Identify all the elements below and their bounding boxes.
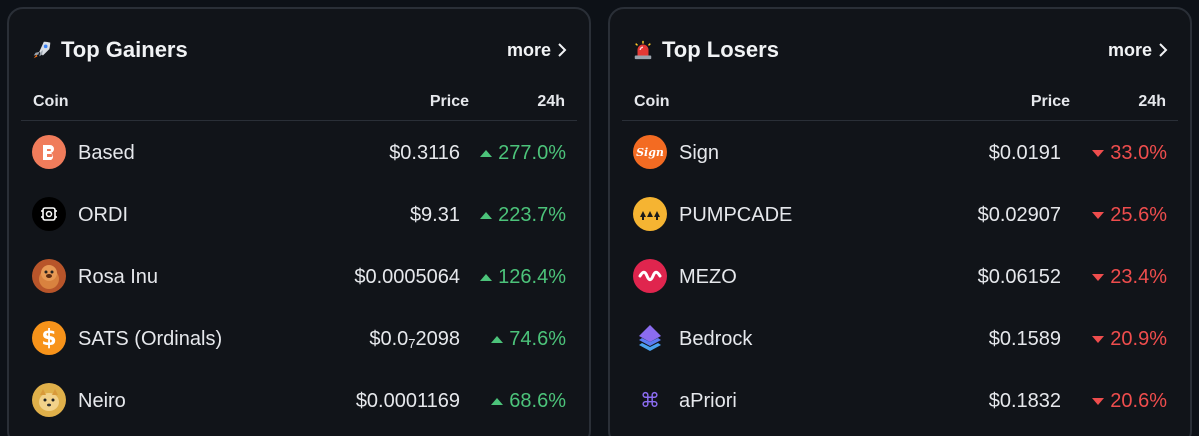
- more-label: more: [506, 39, 551, 60]
- coin-price: $9.31: [409, 204, 460, 226]
- apriori-logo-icon: ⌘: [640, 388, 660, 412]
- coin-price: $0.0005064: [354, 266, 460, 288]
- coin-price: $0.1589: [988, 328, 1061, 350]
- coin-change: 20.6%: [1092, 390, 1167, 413]
- more-label: more: [1107, 39, 1152, 60]
- table-row[interactable]: MEZO $0.06152 23.4%: [622, 246, 1178, 308]
- coin-price: $0.072098: [369, 328, 460, 351]
- coin-price: $0.1832: [988, 390, 1061, 412]
- triangle-up-icon: [491, 398, 504, 405]
- triangle-down-icon: [1092, 274, 1105, 281]
- card-title: Top Gainers: [31, 37, 188, 63]
- based-logo-icon: [32, 135, 66, 169]
- coin-name: Bedrock: [679, 328, 753, 350]
- bedrock-logo-icon: [633, 321, 667, 355]
- table-row[interactable]: Sign Sign $0.0191 33.0%: [622, 122, 1178, 184]
- losers-list: Sign Sign $0.0191 33.0% PUMPCADE $0.0290…: [622, 122, 1178, 432]
- coin-price: $0.0191: [988, 142, 1061, 164]
- coin-change: 74.6%: [491, 328, 566, 351]
- column-price[interactable]: Price: [429, 93, 469, 110]
- chevron-right-icon: [558, 43, 567, 57]
- table-row[interactable]: Based $0.3116 277.0%: [21, 122, 577, 184]
- triangle-up-icon: [480, 150, 493, 157]
- table-row[interactable]: PUMPCADE $0.02907 25.6%: [622, 184, 1178, 246]
- coin-name: SATS (Ordinals): [78, 328, 223, 350]
- coin-change: 23.4%: [1092, 266, 1167, 289]
- coin-name: Neiro: [78, 390, 126, 412]
- card-header: Top Gainers more: [9, 9, 589, 91]
- card-title-text: Top Gainers: [61, 37, 188, 62]
- gainers-more-link[interactable]: more: [507, 40, 567, 61]
- chevron-right-icon: [1159, 43, 1168, 57]
- pumpcade-logo-icon: [633, 197, 667, 231]
- coin-name: Based: [78, 142, 135, 164]
- coin-change: 68.6%: [491, 390, 566, 413]
- table-row[interactable]: Bedrock $0.1589 20.9%: [622, 308, 1178, 370]
- coin-change: 25.6%: [1092, 204, 1167, 227]
- coin-price: $0.3116: [389, 142, 460, 164]
- triangle-down-icon: [1092, 336, 1105, 343]
- column-24h[interactable]: 24h: [537, 93, 565, 110]
- table-row[interactable]: ORDI $9.31 223.7%: [21, 184, 577, 246]
- triangle-down-icon: [1092, 212, 1105, 219]
- table-row[interactable]: $ SATS (Ordinals) $0.072098 74.6%: [21, 308, 577, 370]
- table-header: Coin Price 24h: [21, 89, 577, 121]
- column-24h[interactable]: 24h: [1138, 93, 1166, 110]
- column-coin[interactable]: Coin: [634, 93, 670, 110]
- coin-name: PUMPCADE: [679, 204, 793, 226]
- column-price[interactable]: Price: [1030, 93, 1070, 110]
- triangle-down-icon: [1092, 150, 1105, 157]
- coin-change: 33.0%: [1092, 142, 1167, 165]
- coin-price: $0.0001169: [355, 390, 460, 412]
- coin-change: 223.7%: [480, 204, 566, 227]
- losers-more-link[interactable]: more: [1108, 40, 1168, 61]
- triangle-down-icon: [1092, 398, 1105, 405]
- column-coin[interactable]: Coin: [33, 93, 69, 110]
- neiro-logo-icon: [32, 383, 66, 417]
- table-row[interactable]: Neiro $0.0001169 68.6%: [21, 370, 577, 432]
- coin-change: 277.0%: [480, 142, 566, 165]
- table-header: Coin Price 24h: [622, 89, 1178, 121]
- sign-logo-icon: Sign: [633, 135, 667, 169]
- rosa-inu-logo-icon: [32, 259, 66, 293]
- card-header: Top Losers more: [610, 9, 1190, 91]
- top-losers-card: Top Losers more Coin Price 24h Sign Sign…: [608, 7, 1192, 436]
- triangle-up-icon: [491, 336, 504, 343]
- table-row[interactable]: ⌘ aPriori $0.1832 20.6%: [622, 370, 1178, 432]
- triangle-up-icon: [480, 274, 493, 281]
- coin-name: Sign: [679, 142, 720, 164]
- triangle-up-icon: [480, 212, 493, 219]
- coin-price: $0.06152: [977, 266, 1061, 288]
- coin-change: 20.9%: [1092, 328, 1167, 351]
- coin-name: ORDI: [78, 204, 128, 226]
- siren-icon: [634, 40, 652, 60]
- coin-name: Rosa Inu: [78, 266, 159, 288]
- coin-price: $0.02907: [977, 204, 1061, 226]
- mezo-logo-icon: [633, 259, 667, 293]
- top-gainers-card: Top Gainers more Coin Price 24h Based $0…: [7, 7, 591, 436]
- gainers-list: Based $0.3116 277.0% ORDI $9.31 223.7% R…: [21, 122, 577, 432]
- coin-change: 126.4%: [480, 266, 566, 289]
- coin-name: aPriori: [679, 390, 737, 412]
- rocket-icon: [33, 41, 51, 59]
- table-row[interactable]: Rosa Inu $0.0005064 126.4%: [21, 246, 577, 308]
- sats-logo-icon: $: [32, 321, 66, 355]
- card-title-text: Top Losers: [662, 37, 779, 62]
- ordi-logo-icon: [32, 197, 66, 231]
- card-title: Top Losers: [632, 37, 779, 63]
- coin-name: MEZO: [679, 266, 737, 288]
